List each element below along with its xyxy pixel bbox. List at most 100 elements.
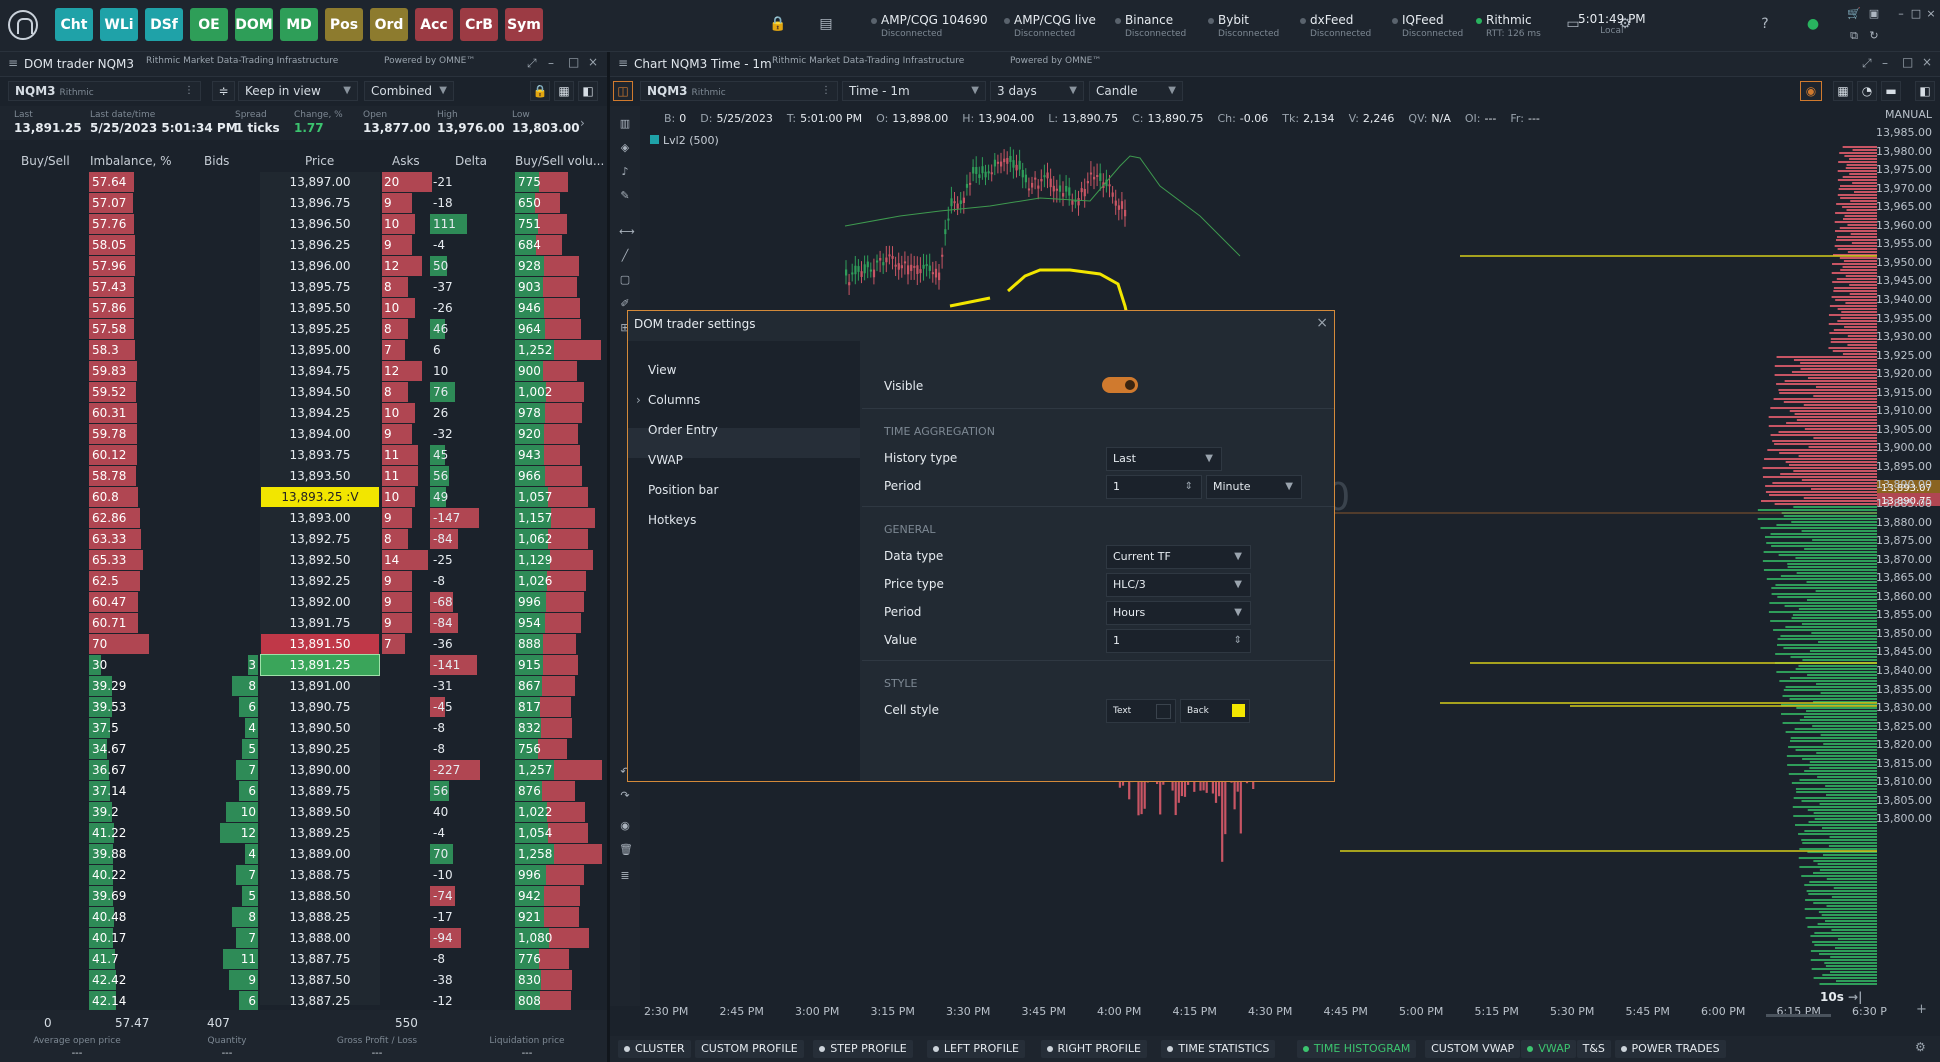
ask-cell[interactable]: 7 bbox=[384, 343, 392, 357]
price-cell[interactable]: 13,891.50 bbox=[261, 634, 379, 654]
dom-row[interactable]: 40.17 7 13,888.00 -94 1,080 bbox=[0, 928, 607, 949]
maximize-panel-icon[interactable]: □ bbox=[1902, 55, 1914, 69]
keyboard-icon[interactable]: ▦ bbox=[554, 81, 574, 101]
list-icon[interactable]: ≣ bbox=[620, 869, 630, 882]
ask-cell[interactable]: 8 bbox=[384, 385, 392, 399]
indicator-power-trades[interactable]: POWER TRADES bbox=[1614, 1040, 1726, 1058]
price-cell[interactable]: 13,897.00 bbox=[289, 175, 351, 189]
bid-cell[interactable]: 4 bbox=[248, 721, 256, 735]
toolbar-button-crb[interactable]: CrB bbox=[460, 8, 498, 41]
ask-cell[interactable]: 12 bbox=[384, 259, 400, 273]
layers-icon[interactable]: ◈ bbox=[620, 141, 630, 154]
stats-next-icon[interactable]: › bbox=[580, 116, 585, 130]
price-cell[interactable]: 13,890.75 bbox=[289, 700, 351, 714]
ask-cell[interactable]: 10 bbox=[384, 406, 400, 420]
dom-row[interactable]: 42.42 9 13,887.50 -38 830 bbox=[0, 970, 607, 991]
keep-in-view-dropdown[interactable]: Keep in view ▼ bbox=[238, 81, 358, 101]
connection-0[interactable]: AMP/CQG 104690 Disconnected bbox=[871, 14, 988, 40]
ask-cell[interactable]: 10 bbox=[384, 301, 400, 315]
workspace-icon[interactable]: ▤ bbox=[819, 16, 833, 32]
horizontal-line-icon[interactable]: ⟷ bbox=[619, 225, 635, 238]
stepper-icon[interactable]: ⇕ bbox=[1184, 481, 1193, 492]
maximize-icon[interactable]: □ bbox=[1910, 7, 1922, 20]
nav-item-vwap[interactable]: VWAP bbox=[648, 453, 683, 467]
dom-row[interactable]: 59.52 13,894.50 8 76 1,002 bbox=[0, 382, 607, 403]
dom-row[interactable]: 60.12 13,893.75 11 45 943 bbox=[0, 445, 607, 466]
ask-cell[interactable]: 9 bbox=[384, 238, 392, 252]
zoom-plus-icon[interactable]: + bbox=[1916, 1002, 1927, 1017]
manual-label[interactable]: MANUAL bbox=[1885, 108, 1932, 121]
ask-cell[interactable]: 9 bbox=[384, 595, 392, 609]
column-header-3[interactable]: Price bbox=[305, 154, 335, 168]
bid-cell[interactable]: 7 bbox=[248, 868, 256, 882]
close-panel-icon[interactable]: × bbox=[1922, 55, 1933, 69]
value-stepper[interactable]: 1 ⇕ bbox=[1106, 629, 1251, 653]
redo-icon[interactable]: ↷ bbox=[620, 789, 630, 802]
price-cell[interactable]: 13,894.25 bbox=[289, 406, 351, 420]
nav-item-view[interactable]: View bbox=[648, 363, 676, 377]
panel-toggle-icon[interactable]: ◧ bbox=[578, 81, 598, 101]
period-stepper[interactable]: 1 ⇕ bbox=[1106, 475, 1202, 499]
indicator-cluster[interactable]: CLUSTER bbox=[618, 1040, 691, 1058]
indicator-right-profile[interactable]: RIGHT PROFILE bbox=[1040, 1040, 1147, 1058]
ask-cell[interactable]: 9 bbox=[384, 427, 392, 441]
dom-row[interactable]: 59.78 13,894.00 9 -32 920 bbox=[0, 424, 607, 445]
indicator-custom-vwap[interactable]: CUSTOM VWAP bbox=[1425, 1040, 1521, 1058]
trash-icon[interactable]: 🗑 bbox=[619, 843, 633, 856]
replay-speed[interactable]: 10s →| bbox=[1820, 990, 1862, 1004]
dom-row[interactable]: 60.71 13,891.75 9 -84 954 bbox=[0, 613, 607, 634]
price-cell[interactable]: 13,891.00 bbox=[289, 679, 351, 693]
price-cell[interactable]: 13,891.75 bbox=[289, 616, 351, 630]
price-cell[interactable]: 13,892.50 bbox=[289, 553, 351, 567]
dom-row[interactable]: 58.3 13,895.00 7 6 1,252 bbox=[0, 340, 607, 361]
copy-icon[interactable]: ⧉ bbox=[1850, 29, 1858, 42]
dom-row[interactable]: 37.5 4 13,890.50 -8 832 bbox=[0, 718, 607, 739]
go-to-end-icon[interactable]: →| bbox=[1848, 990, 1863, 1004]
dom-row[interactable]: 39.88 4 13,889.00 70 1,258 bbox=[0, 844, 607, 865]
symbol-selector[interactable]: NQM3 Rithmic ⋮ bbox=[8, 81, 201, 101]
price-cell[interactable]: 13,888.75 bbox=[289, 868, 351, 882]
minimize-panel-icon[interactable]: – bbox=[548, 56, 554, 70]
app-logo-icon[interactable] bbox=[8, 10, 38, 40]
price-cell[interactable]: 13,888.50 bbox=[289, 889, 351, 903]
ask-cell[interactable]: 9 bbox=[384, 616, 392, 630]
indicator-step-profile[interactable]: STEP PROFILE bbox=[813, 1040, 913, 1058]
dom-row[interactable]: 62.5 13,892.25 9 -8 1,026 bbox=[0, 571, 607, 592]
price-cell[interactable]: 13,893.75 bbox=[289, 448, 351, 462]
price-cell[interactable]: 13,889.75 bbox=[289, 784, 351, 798]
price-cell[interactable]: 13,887.75 bbox=[289, 952, 351, 966]
toolbar-button-cht[interactable]: Cht bbox=[55, 8, 93, 41]
price-cell[interactable]: 13,892.00 bbox=[289, 595, 351, 609]
close-icon[interactable]: × bbox=[1926, 7, 1936, 20]
ask-cell[interactable]: 10 bbox=[384, 217, 400, 231]
price-cell[interactable]: 13,887.50 bbox=[289, 973, 351, 987]
indicator-time-statistics[interactable]: TIME STATISTICS bbox=[1161, 1040, 1276, 1058]
toolbar-button-pos[interactable]: Pos bbox=[325, 8, 363, 41]
panel-toggle-icon[interactable]: ◧ bbox=[1915, 81, 1935, 101]
nav-item-columns[interactable]: › Columns bbox=[636, 393, 700, 407]
indicator-vwap[interactable]: VWAP bbox=[1521, 1040, 1577, 1058]
column-header-2[interactable]: Bids bbox=[204, 154, 230, 168]
brush-icon[interactable]: ✐ bbox=[620, 297, 630, 310]
ask-cell[interactable]: 9 bbox=[384, 511, 392, 525]
ask-cell[interactable]: 11 bbox=[384, 469, 400, 483]
price-cell[interactable]: 13,890.25 bbox=[289, 742, 351, 756]
chart-symbol-selector[interactable]: NQM3 Rithmic ⋮ bbox=[640, 81, 838, 101]
indicator-time-histogram[interactable]: TIME HISTOGRAM bbox=[1296, 1040, 1417, 1058]
indicator-left-profile[interactable]: LEFT PROFILE bbox=[926, 1040, 1025, 1058]
price-cell[interactable]: 13,895.50 bbox=[289, 301, 351, 315]
dom-row[interactable]: 62.86 13,893.00 9 -147 1,157 bbox=[0, 508, 607, 529]
dom-row[interactable]: 34.67 5 13,890.25 -8 756 bbox=[0, 739, 607, 760]
dom-row[interactable]: 30 3 13,891.25 -141 915 bbox=[0, 654, 607, 676]
connection-5[interactable]: IQFeed Disconnected bbox=[1392, 14, 1463, 40]
scroll-mode-icon[interactable]: ≑ bbox=[212, 81, 235, 101]
expand-icon[interactable]: ⤢ bbox=[1862, 56, 1872, 70]
column-header-6[interactable]: Buy/Sell volu... bbox=[515, 154, 605, 168]
menu-icon[interactable]: ≡ bbox=[8, 56, 19, 70]
ask-cell[interactable]: 8 bbox=[384, 322, 392, 336]
price-cell[interactable]: 13,895.75 bbox=[289, 280, 351, 294]
lock-icon[interactable]: 🔒 bbox=[769, 16, 787, 32]
ruler-icon[interactable]: ⊞ bbox=[620, 321, 630, 334]
undo-icon[interactable]: ↶ bbox=[620, 765, 630, 778]
close-panel-icon[interactable]: × bbox=[588, 55, 599, 69]
